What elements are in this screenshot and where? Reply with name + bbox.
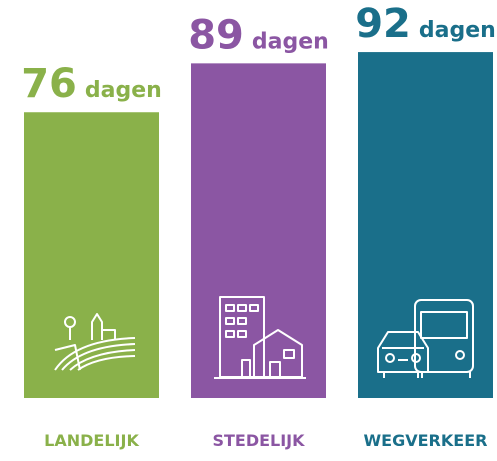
category-label: STEDELIJK: [212, 431, 305, 450]
value-label: 92 dagen: [355, 1, 496, 47]
bar: [191, 63, 326, 399]
icon-city: [214, 296, 306, 379]
bars: [24, 52, 493, 399]
value-label: 89 dagen: [188, 12, 329, 58]
icon-traffic: [377, 299, 474, 378]
category-label: WEGVERKEER: [364, 431, 488, 450]
value-unit: dagen: [252, 29, 329, 54]
icon-rural: [54, 313, 136, 371]
value-number: 92: [355, 1, 411, 47]
value-number: 76: [21, 61, 77, 107]
value-unit: dagen: [419, 18, 496, 43]
value-unit: dagen: [85, 78, 162, 103]
value-number: 89: [188, 12, 244, 58]
value-label: 76 dagen: [21, 61, 162, 107]
bar: [24, 112, 159, 399]
bar: [358, 52, 493, 398]
category-label: LANDELIJK: [44, 431, 139, 450]
